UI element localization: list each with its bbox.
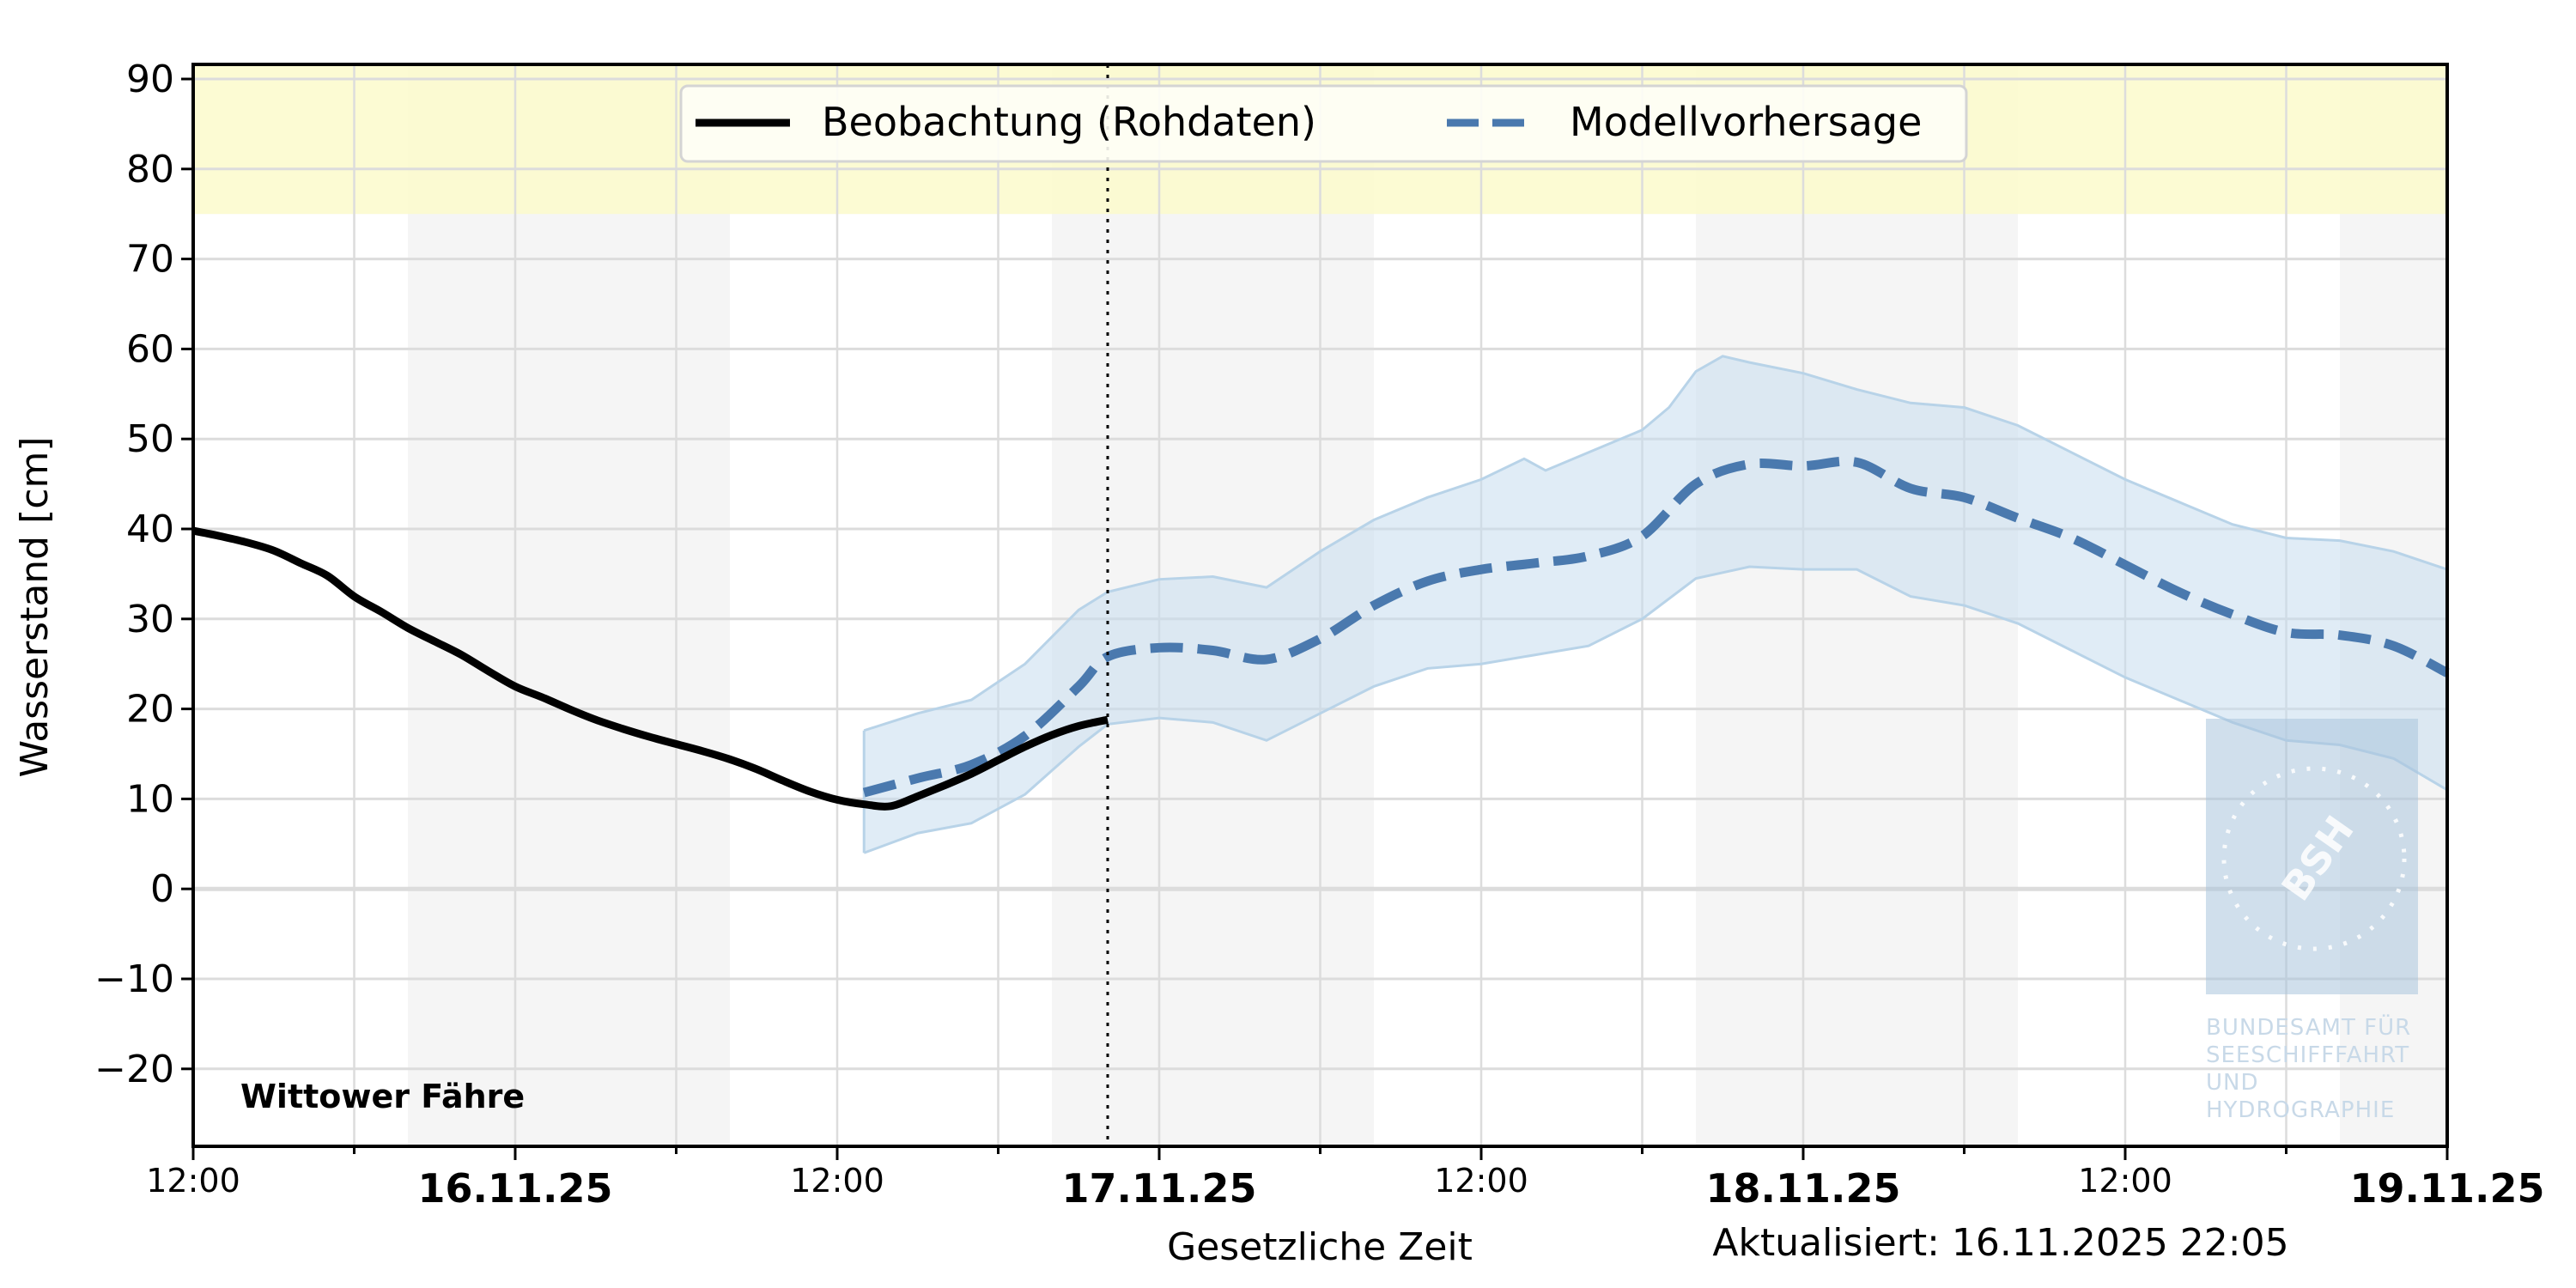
- updated-timestamp: Aktualisiert: 16.11.2025 22:05: [1712, 1221, 2288, 1265]
- forecast-line: [862, 456, 2450, 798]
- y-tick-label: 50: [126, 417, 174, 461]
- x-axis-label: Gesetzliche Zeit: [1167, 1225, 1473, 1269]
- x-time-label: 12:00: [146, 1162, 240, 1200]
- x-date-label: 18.11.25: [1706, 1165, 1901, 1212]
- x-axis-ticks: 12:00 16.11.25 12:00 17.11.25 12:00 18.11.25 1…: [146, 1146, 2545, 1212]
- y-tick-label: 70: [126, 238, 174, 282]
- logo-line-3: UND: [2206, 1070, 2259, 1096]
- x-time-label: 12:00: [1434, 1162, 1528, 1200]
- legend-box: [679, 84, 1968, 163]
- station-name: Wittower Fähre: [240, 1078, 525, 1115]
- legend-observation-label: Beobachtung (Rohdaten): [822, 99, 1316, 145]
- band-upper-edge: [863, 355, 2448, 732]
- legend-forecast-label: Modellvorhersage: [1570, 99, 1922, 145]
- logo-circle-icon: [2221, 766, 2407, 951]
- y-tick-label: 60: [126, 327, 174, 371]
- logo-line-4: HYDROGRAPHIE: [2206, 1097, 2395, 1123]
- y-tick-label: −10: [94, 957, 174, 1001]
- y-axis-label: Wasserstand [cm]: [13, 437, 57, 778]
- x-time-label: 12:00: [2078, 1162, 2172, 1200]
- logo-line-2: SEESCHIFFFAHRT: [2206, 1042, 2409, 1068]
- y-tick-label: 30: [126, 598, 174, 641]
- y-tick-label: 10: [126, 777, 174, 821]
- y-axis-ticks: 90 80 70 60 50 40 30 20 10 0 −10 −20: [94, 58, 193, 1091]
- y-tick-label: 0: [150, 867, 174, 911]
- logo-line-1: BUNDESAMT FÜR: [2206, 1013, 2411, 1041]
- bsh-logo: BSH BUNDESAMT FÜR SEESCHIFFFAHRT UND HYD…: [2206, 719, 2418, 1123]
- x-date-label: 17.11.25: [1062, 1165, 1257, 1212]
- y-tick-label: −20: [94, 1048, 174, 1091]
- x-date-label: 16.11.25: [418, 1165, 613, 1212]
- legend: Beobachtung (Rohdaten) Modellvorhersage: [679, 84, 1968, 163]
- observation-line: [192, 526, 1109, 811]
- x-date-label: 19.11.25: [2350, 1165, 2545, 1212]
- logo-box: [2206, 719, 2418, 994]
- night-band: [408, 64, 730, 1146]
- y-tick-label: 40: [126, 507, 174, 551]
- band-fill: [864, 355, 2447, 854]
- y-tick-label: 20: [126, 688, 174, 732]
- y-tick-label: 80: [126, 148, 174, 191]
- x-time-label: 12:00: [790, 1162, 884, 1200]
- y-tick-label: 90: [126, 58, 174, 101]
- data-lines: [192, 456, 2450, 811]
